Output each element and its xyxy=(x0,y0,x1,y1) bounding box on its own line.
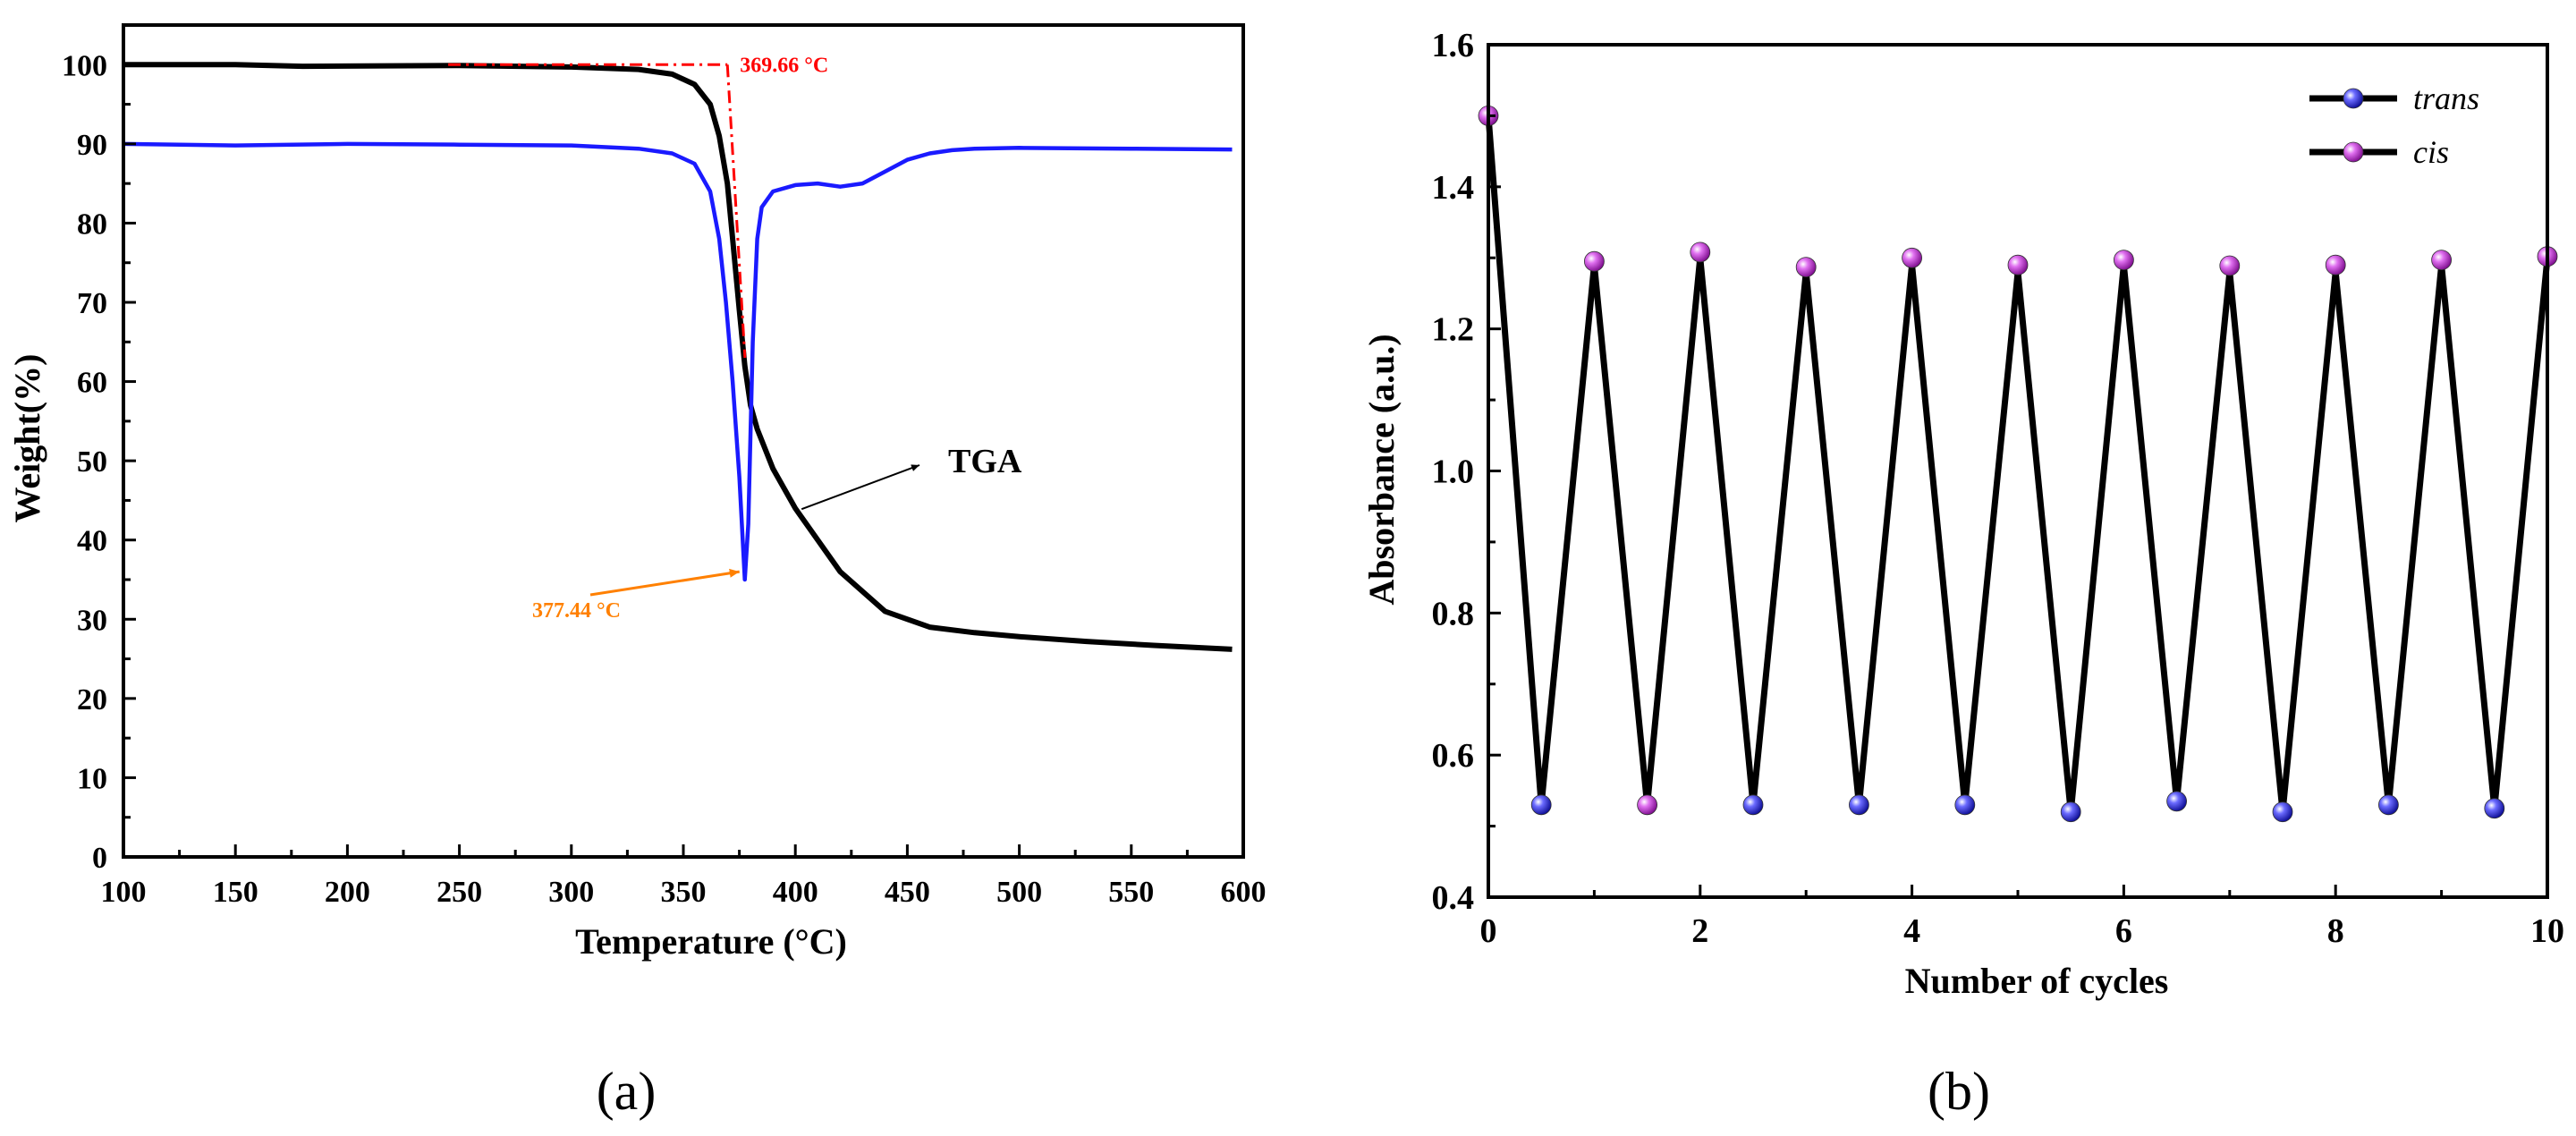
y-tick-label-30: 30 xyxy=(77,604,107,637)
y-tick-label-50: 50 xyxy=(77,445,107,479)
panel-b-tick-layer: 0 2 4 6 8 10 0.4 0.6 0.8 1.0 1.2 1.4 1.6 xyxy=(1432,27,2565,950)
y-tick-label-10: 10 xyxy=(77,762,107,795)
point-trans xyxy=(2060,801,2081,823)
x-tick-label-600: 600 xyxy=(1221,876,1267,909)
point-trans xyxy=(1848,794,1869,816)
x-tick-label-0: 0 xyxy=(1480,912,1497,950)
legend-label-trans: trans xyxy=(2413,81,2479,116)
y-tick-label-1.4: 1.4 xyxy=(1432,169,1475,207)
point-trans xyxy=(2484,798,2505,819)
point-cis xyxy=(2113,250,2134,271)
panel-b-label: (b) xyxy=(1928,1062,1990,1121)
x-tick-label-100: 100 xyxy=(101,876,147,909)
x-tick-label-400: 400 xyxy=(773,876,818,909)
x-tick-label-8: 8 xyxy=(2327,912,2344,950)
y-tick-label-1.2: 1.2 xyxy=(1432,311,1475,349)
point-cis xyxy=(2325,254,2346,276)
panel-a-y-axis-title: Weight(%) xyxy=(7,354,47,523)
y-tick-label-40: 40 xyxy=(77,525,107,558)
y-tick-label-0.6: 0.6 xyxy=(1432,737,1475,775)
y-tick-label-1.6: 1.6 xyxy=(1432,27,1475,64)
point-trans xyxy=(1530,794,1552,816)
series-line-tga xyxy=(123,62,1233,652)
x-tick-label-6: 6 xyxy=(2115,912,2132,950)
y-tick-label-80: 80 xyxy=(77,208,107,241)
panel-b-series-layer xyxy=(1478,105,2558,823)
panel-b-absorbance-chart: 0 2 4 6 8 10 0.4 0.6 0.8 1.0 1.2 1.4 1.6 trans cis Nu… xyxy=(1361,27,2564,1121)
x-tick-label-10: 10 xyxy=(2530,912,2564,950)
point-cis xyxy=(2007,254,2029,276)
panel-b-plot-frame xyxy=(1487,43,2549,899)
point-cis xyxy=(1637,794,1657,816)
x-tick-label-2: 2 xyxy=(1691,912,1708,950)
panel-a-label: (a) xyxy=(597,1062,657,1121)
onset-temperature-label: 369.66 °C xyxy=(740,54,828,77)
point-cis xyxy=(1584,250,1605,272)
panel-b-x-axis-title: Number of cycles xyxy=(1905,961,2169,1001)
onset-tangent-line xyxy=(725,64,747,359)
panel-a-series-layer xyxy=(123,62,1233,652)
x-tick-label-150: 150 xyxy=(213,876,258,909)
x-tick-label-300: 300 xyxy=(548,876,594,909)
point-cis xyxy=(1902,247,1923,268)
point-cis xyxy=(2431,250,2453,271)
panel-a-x-axis-title: Temperature (°C) xyxy=(575,921,847,962)
tga-pointer-arrow xyxy=(801,464,920,511)
y-tick-label-0.4: 0.4 xyxy=(1432,879,1475,917)
panel-b-y-axis-title: Absorbance (a.u.) xyxy=(1361,334,1402,605)
tga-curve-label: TGA xyxy=(948,443,1022,480)
panel-a-tick-layer: 100 150 200 250 300 350 400 450 500 550 600 0 10 20 30… xyxy=(62,49,1267,909)
y-tick-label-100: 100 xyxy=(62,49,107,82)
x-tick-label-250: 250 xyxy=(436,876,482,909)
x-tick-label-550: 550 xyxy=(1108,876,1154,909)
y-tick-label-60: 60 xyxy=(77,367,107,400)
y-tick-label-0.8: 0.8 xyxy=(1432,595,1475,632)
point-trans xyxy=(2166,791,2188,812)
y-tick-label-90: 90 xyxy=(77,129,107,162)
y-tick-label-1.0: 1.0 xyxy=(1432,454,1475,491)
x-tick-label-450: 450 xyxy=(885,876,930,909)
legend-marker-trans xyxy=(2343,88,2364,109)
peak-temperature-label: 377.44 °C xyxy=(532,599,621,623)
y-tick-label-0: 0 xyxy=(92,842,107,875)
point-trans xyxy=(2377,794,2399,816)
x-tick-label-200: 200 xyxy=(325,876,370,909)
legend-label-cis: cis xyxy=(2413,134,2449,170)
point-trans xyxy=(2272,801,2293,823)
x-tick-label-4: 4 xyxy=(1903,912,1920,950)
x-tick-label-350: 350 xyxy=(661,876,707,909)
cycle-connecting-line xyxy=(1485,115,2551,813)
point-cis xyxy=(1690,242,1711,263)
series-line-dtg xyxy=(123,141,1233,582)
point-cis xyxy=(1795,257,1817,278)
point-cis xyxy=(2219,255,2241,276)
point-trans xyxy=(1954,794,1976,816)
panel-a-annotation-layer: 369.66 °C 377.44 °C TGA xyxy=(448,54,1022,623)
y-tick-label-20: 20 xyxy=(77,683,107,716)
y-tick-label-70: 70 xyxy=(77,287,107,320)
point-trans xyxy=(1742,794,1764,816)
peak-arrow xyxy=(589,568,740,597)
legend-marker-cis xyxy=(2343,141,2364,163)
x-tick-label-500: 500 xyxy=(996,876,1042,909)
panel-b-legend: trans cis xyxy=(2309,81,2479,170)
